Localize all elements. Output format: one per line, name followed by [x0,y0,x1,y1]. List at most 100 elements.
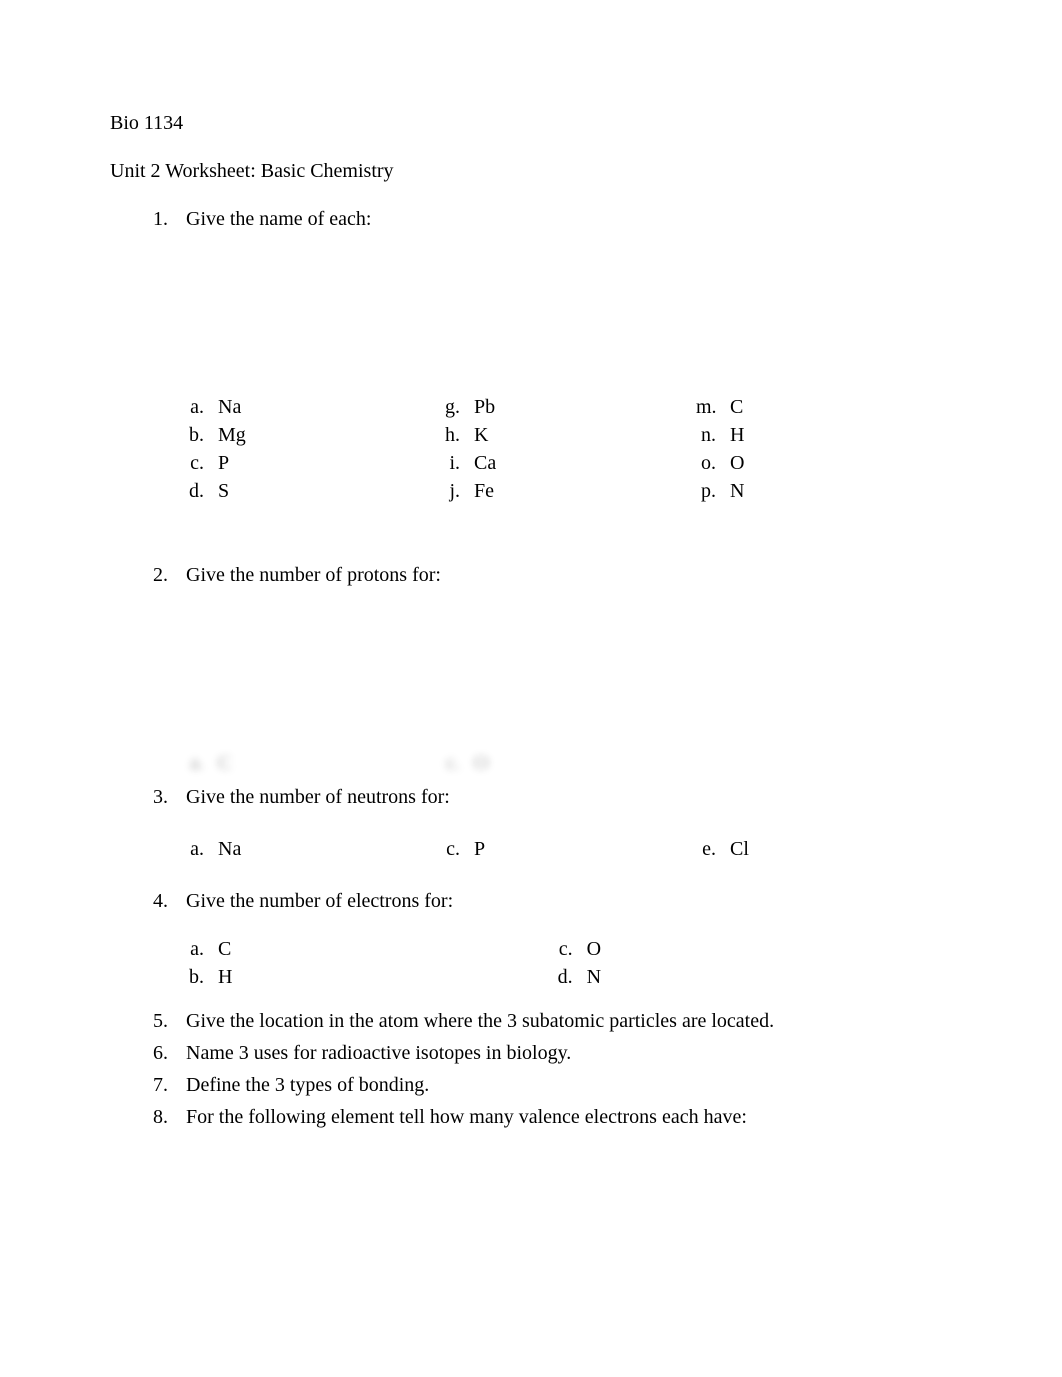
item-letter: c. [184,450,218,476]
item-letter: a. [184,394,218,420]
q8-number: 8. [148,1104,186,1130]
spacer [110,998,952,1008]
question-6: 6. Name 3 uses for radioactive isotopes … [148,1040,952,1066]
q2-blurred-row: a. C c. O [184,750,952,778]
q4-columns: a. C b. H c. O d. N [184,936,952,992]
item-text: C [218,936,231,962]
list-item: g. Pb [440,394,696,420]
list-item: o. O [696,450,952,476]
worksheet-title: Unit 2 Worksheet: Basic Chemistry [110,158,952,184]
list-item: c. P [184,450,440,476]
q4-number: 4. [148,888,186,914]
item-text: P [474,836,485,862]
q1-columns: a. Na b. Mg c. P d. S g. Pb h. K [184,394,952,506]
item-letter: m. [696,394,730,420]
q6-prompt: Name 3 uses for radioactive isotopes in … [186,1040,952,1066]
blurred-item: c. O [440,750,696,776]
spacer [110,870,952,888]
item-letter: c. [553,936,587,962]
item-text: Cl [730,836,749,862]
q3-col-2: c. P [440,836,696,864]
list-item: p. N [696,478,952,504]
question-8: 8. For the following element tell how ma… [148,1104,952,1130]
q3-prompt: Give the number of neutrons for: [186,784,952,810]
list-item: a. C [184,936,553,962]
q1-col-3: m. C n. H o. O p. N [696,394,952,506]
q2-blur-col-2: c. O [440,750,696,778]
list-item: a. Na [184,394,440,420]
q2-blur-col-1: a. C [184,750,440,778]
list-item: b. H [184,964,553,990]
list-item: d. N [553,964,922,990]
item-letter: a. [184,836,218,862]
q2-blur-col-3 [696,750,952,778]
q3-number: 3. [148,784,186,810]
list-item: b. Mg [184,422,440,448]
item-text: C [218,750,231,776]
spacer [110,512,952,562]
q4-col-1: a. C b. H [184,936,553,992]
list-item: e. Cl [696,836,952,862]
item-letter: c. [440,750,474,776]
q3-col-3: e. Cl [696,836,952,864]
item-letter: c. [440,836,474,862]
item-letter: j. [440,478,474,504]
item-text: Ca [474,450,496,476]
item-text: Mg [218,422,246,448]
item-letter: n. [696,422,730,448]
q7-prompt: Define the 3 types of bonding. [186,1072,952,1098]
list-item: c. P [440,836,696,862]
list-item: d. S [184,478,440,504]
item-text: P [218,450,229,476]
q4-col-2: c. O d. N [553,936,922,992]
blurred-smudge [932,750,952,776]
item-text: O [587,936,601,962]
q6-number: 6. [148,1040,186,1066]
q8-prompt: For the following element tell how many … [186,1104,952,1130]
item-letter: b. [184,964,218,990]
list-item: a. Na [184,836,440,862]
item-letter: o. [696,450,730,476]
item-text: C [730,394,743,420]
question-5: 5. Give the location in the atom where t… [148,1008,952,1034]
item-text: Na [218,394,241,420]
item-text: H [730,422,744,448]
item-letter: a. [184,750,218,776]
q2-prompt: Give the number of protons for: [186,562,952,588]
item-letter: b. [184,422,218,448]
item-text: Fe [474,478,494,504]
question-7: 7. Define the 3 types of bonding. [148,1072,952,1098]
course-code: Bio 1134 [110,110,952,136]
q1-col-1: a. Na b. Mg c. P d. S [184,394,440,506]
question-3: 3. Give the number of neutrons for: [148,784,952,810]
item-letter: i. [440,450,474,476]
list-item: i. Ca [440,450,696,476]
item-text: O [474,750,488,776]
spacer [110,238,952,388]
q3-col-1: a. Na [184,836,440,864]
worksheet-page: Bio 1134 Unit 2 Worksheet: Basic Chemist… [0,0,1062,1196]
list-item: c. O [553,936,922,962]
list-item: h. K [440,422,696,448]
item-text: Na [218,836,241,862]
question-4: 4. Give the number of electrons for: [148,888,952,914]
item-text: N [587,964,601,990]
spacer [110,816,952,830]
item-letter: d. [553,964,587,990]
q3-columns: a. Na c. P e. Cl [184,836,952,864]
item-text: Pb [474,394,495,420]
item-text: O [730,450,744,476]
spacer [110,594,952,744]
question-1: 1. Give the name of each: [148,206,952,232]
item-letter: g. [440,394,474,420]
item-letter: d. [184,478,218,504]
item-letter: e. [696,836,730,862]
q5-number: 5. [148,1008,186,1034]
item-letter: a. [184,936,218,962]
question-2: 2. Give the number of protons for: [148,562,952,588]
q1-number: 1. [148,206,186,232]
list-item: n. H [696,422,952,448]
q4-prompt: Give the number of electrons for: [186,888,952,914]
q1-prompt: Give the name of each: [186,206,952,232]
q1-col-2: g. Pb h. K i. Ca j. Fe [440,394,696,506]
